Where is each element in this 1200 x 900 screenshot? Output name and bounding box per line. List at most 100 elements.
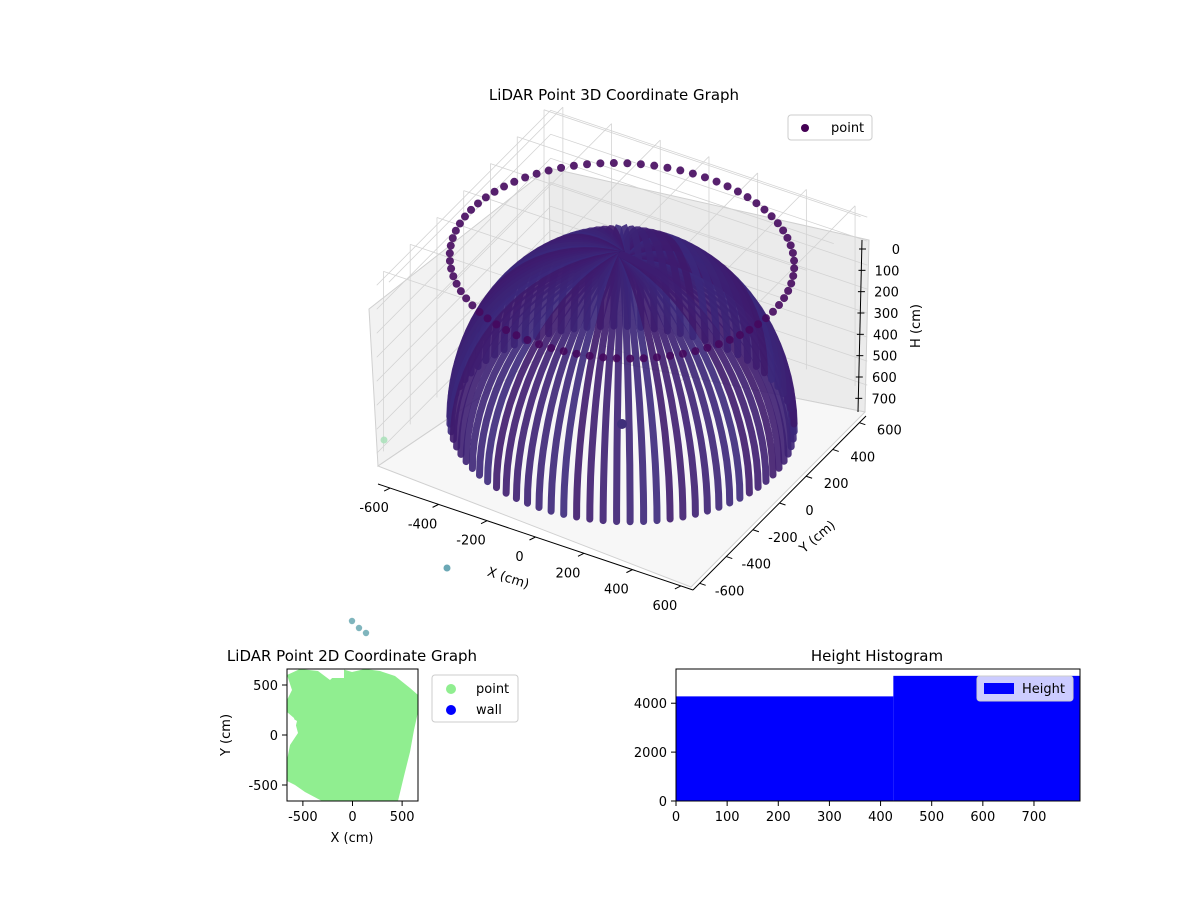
point-marker <box>626 354 635 363</box>
point-marker <box>783 233 792 242</box>
point-marker <box>612 354 621 363</box>
x-tick-mark <box>480 520 488 525</box>
x-tick-label: 200 <box>766 810 791 825</box>
point-marker <box>452 279 461 288</box>
x-tick-mark <box>626 569 633 574</box>
point-marker <box>445 249 454 258</box>
y-axis-label-2d: Y (cm) <box>219 714 234 757</box>
x-tick-label: 700 <box>1022 810 1047 825</box>
point-marker <box>512 331 521 340</box>
x-tick-mark <box>577 552 585 557</box>
y-tick-label: -200 <box>768 531 798 546</box>
point-marker <box>467 205 476 214</box>
x-tick-label: 0 <box>348 810 356 825</box>
x-tick-label: -600 <box>359 501 389 516</box>
point-marker <box>790 256 799 265</box>
grid-line <box>376 181 868 358</box>
z-tick-label: 200 <box>874 286 899 301</box>
x-tick-label: -500 <box>288 810 318 825</box>
y-tick-label: 500 <box>253 679 278 694</box>
point-marker <box>761 314 770 323</box>
y-tick-mark <box>726 556 733 560</box>
point-marker <box>703 343 712 352</box>
x-axis-label-3d: X (cm) <box>485 565 531 593</box>
y-tick-label: -600 <box>715 584 745 599</box>
legend-2d-label-point: point <box>476 682 509 697</box>
z-axis-label-3d: H (cm) <box>909 304 924 348</box>
x-tick-label: 0 <box>515 550 523 565</box>
y-tick-mark <box>779 502 786 506</box>
grid-line <box>376 133 868 310</box>
outlier-point <box>355 624 363 632</box>
y-tick-mark <box>832 448 839 452</box>
y-ticks-histogram: 0 2000 4000 <box>634 697 676 810</box>
point-marker <box>779 226 788 235</box>
point-marker <box>735 331 744 340</box>
grid-line <box>376 157 868 334</box>
outlier-point <box>362 629 370 637</box>
point-marker <box>569 161 578 170</box>
point-marker <box>723 182 732 191</box>
legend-3d-frame <box>787 114 873 141</box>
legend-histogram-swatch <box>984 683 1014 694</box>
point-cloud-2d <box>287 669 418 801</box>
point-marker <box>714 340 723 349</box>
chart-histogram: Height Histogram 0 100 200 300 400 500 600 700 … <box>634 647 1081 825</box>
y-tick-mark <box>859 422 866 426</box>
legend-2d: point wall <box>431 674 519 723</box>
grid-line <box>376 229 868 406</box>
point-marker <box>754 320 763 329</box>
point-marker <box>447 264 456 273</box>
point-marker <box>609 159 618 168</box>
point-marker <box>572 349 581 358</box>
point-cloud-3d <box>445 159 799 526</box>
point-marker <box>596 159 605 168</box>
point-marker <box>678 349 687 358</box>
point-2d-blob <box>298 728 306 736</box>
point-marker <box>786 241 795 250</box>
point-marker <box>559 347 568 356</box>
grid-line <box>490 163 808 271</box>
y-axis-label-3d: Y (cm) <box>796 518 839 557</box>
point-scatter-2d <box>287 669 418 801</box>
z-tick-label: 300 <box>874 307 899 322</box>
legend-2d-marker-point <box>446 684 456 694</box>
point-marker <box>636 160 645 169</box>
y-tick-label: 200 <box>824 477 849 492</box>
point-marker <box>583 160 592 169</box>
z-axis-line <box>857 239 863 413</box>
z-tick-label: 600 <box>872 371 897 386</box>
point-marker <box>760 205 769 214</box>
point-marker <box>510 177 519 186</box>
point-marker <box>617 419 627 429</box>
point-marker <box>483 314 492 323</box>
point-marker <box>775 301 784 310</box>
grid-line <box>517 136 834 244</box>
y-tick-label: 600 <box>877 424 902 439</box>
x-ticks-3d: -600 -400 -200 0 200 400 600 <box>359 487 682 614</box>
x-tick-label: 100 <box>715 810 740 825</box>
point-marker <box>700 173 709 182</box>
point-marker <box>639 354 648 363</box>
point-arc <box>613 251 626 525</box>
y-tick-label: -500 <box>248 779 278 794</box>
outlier-point <box>380 436 388 444</box>
legend-2d-label-wall: wall <box>476 703 502 718</box>
point-marker <box>585 351 594 360</box>
point-marker <box>743 193 752 202</box>
point-marker <box>733 187 742 196</box>
point-marker <box>535 340 544 349</box>
x-tick-label: 400 <box>868 810 893 825</box>
x-tick-label: 500 <box>390 810 415 825</box>
point-marker <box>500 182 509 191</box>
y-tick-label: 400 <box>850 450 875 465</box>
point-marker <box>445 256 454 265</box>
z-tick-label: 0 <box>892 243 900 258</box>
point-marker <box>790 264 799 273</box>
point-marker <box>474 199 483 208</box>
legend-histogram: Height <box>976 675 1074 702</box>
x-tick-mark <box>674 585 682 590</box>
point-marker <box>456 287 465 296</box>
x-tick-label: 600 <box>652 599 677 614</box>
